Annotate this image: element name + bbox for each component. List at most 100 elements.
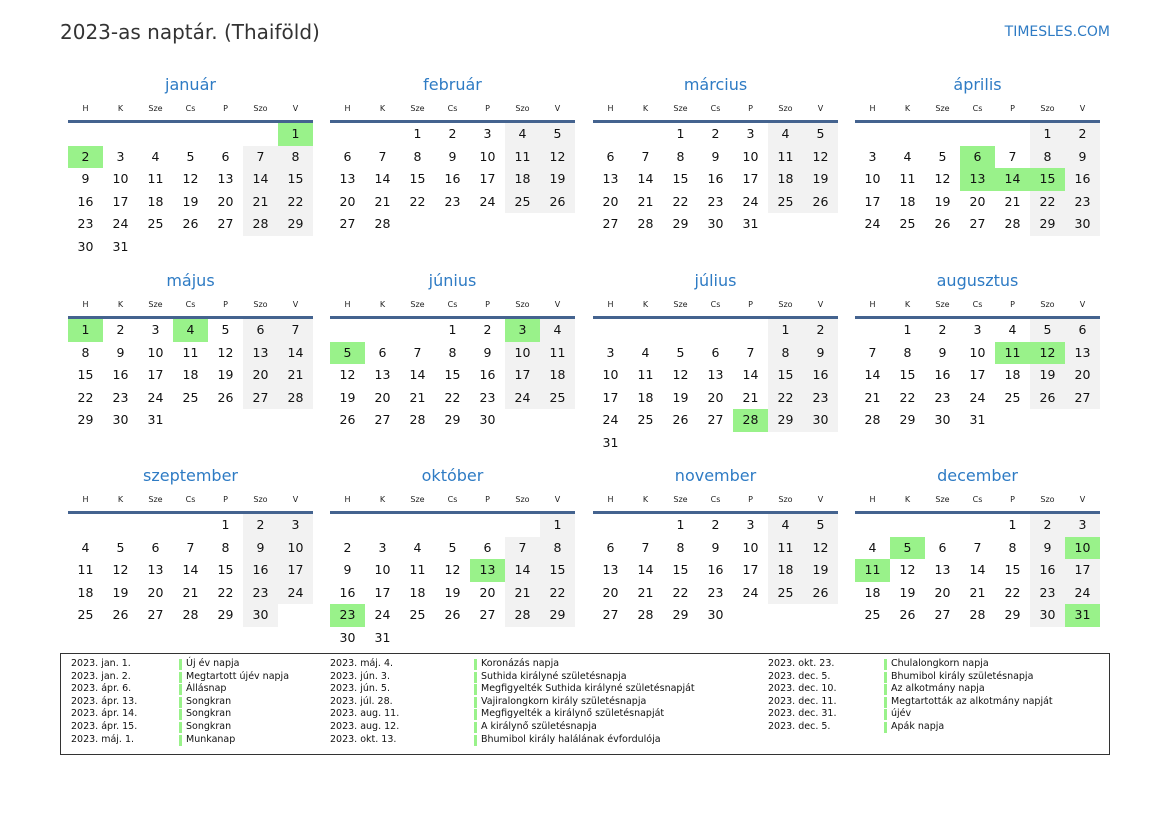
day-cell: 19: [899, 584, 916, 600]
day-cell: 27: [479, 607, 496, 622]
day-cell: 19: [217, 367, 234, 382]
day-cell: 26: [444, 607, 461, 622]
day-cell: 9: [448, 148, 457, 164]
day-cell: 24: [278, 581, 313, 604]
day-cell: 30: [479, 412, 496, 427]
legend-row: 2023. ápr. 15. Songkran: [71, 721, 471, 734]
day-cell: 11: [768, 145, 803, 168]
day-cell: 8: [278, 145, 313, 168]
day-cell: 28: [637, 216, 654, 231]
day-cell: 3: [483, 126, 492, 141]
holiday-name: Megfigyelték a királynő születésnapját: [481, 708, 665, 720]
weekday-label: Sze: [935, 300, 950, 309]
day-cell: 3: [746, 517, 755, 532]
weekday-label: V: [554, 104, 561, 113]
day-cell: 3: [868, 148, 877, 164]
day-cell: 10: [505, 341, 540, 364]
day-cell: 21: [969, 584, 986, 600]
day-cell: 27: [707, 412, 724, 427]
legend-row: 2023. júl. 28. Vajiralongkorn király szül…: [330, 696, 730, 709]
day-cell: 20: [479, 584, 496, 600]
weekday-label: Szo: [515, 300, 530, 309]
holiday-name: újév: [891, 708, 912, 720]
day-cell: 30: [1065, 213, 1100, 236]
day-cell: 23: [934, 389, 951, 405]
day-cell: 30: [112, 412, 129, 427]
day-cell: 23: [803, 386, 838, 409]
holiday-date: 2023. jún. 3.: [330, 670, 391, 682]
day-cell: 21: [182, 584, 199, 600]
day-cell: 19: [339, 389, 356, 405]
day-grid: 1 2 3 4 5 6 7 8 9 10 11 12 13 14 15 16 17 18 19 20 21 22 23 24 2…: [855, 319, 1100, 432]
weekday-label: V: [1079, 300, 1086, 309]
day-cell: 2: [483, 322, 492, 337]
day-cell: 1: [221, 517, 230, 532]
day-cell: 4: [868, 539, 877, 555]
month-name: május: [166, 271, 215, 290]
day-cell: 14: [409, 367, 426, 382]
legend-row: 2023. ápr. 13. Songkran: [71, 696, 471, 709]
day-cell: 13: [1065, 341, 1100, 364]
holiday-name: Megtartott újév napja: [186, 670, 290, 682]
legend-row: 2023. jan. 2. Megtartott újév napja: [71, 671, 471, 684]
day-cell: 28: [182, 607, 199, 622]
holiday-date: 2023. dec. 31.: [768, 708, 837, 720]
day-cell: 24: [374, 607, 391, 622]
day-cell: 14: [182, 562, 199, 577]
holiday-color-marker: [474, 721, 477, 733]
day-cell: 30: [339, 629, 356, 645]
empty-cell: [628, 319, 663, 342]
month-name: február: [423, 75, 482, 94]
day-cell: 8: [676, 148, 685, 164]
day-cell: 15: [278, 168, 313, 191]
day-cell: 17: [742, 171, 759, 186]
empty-cell: [628, 123, 663, 146]
holiday-color-marker: [179, 709, 182, 721]
day-cell: 14: [864, 367, 881, 382]
weekday-label: Sze: [935, 104, 950, 113]
day-grid: 1 2 3 4 5 6 7 8 9 10 11 12 13 14 15 16 17 18 19 20 21 22 23 24 2…: [855, 123, 1100, 236]
day-cell: 21: [637, 193, 654, 209]
month-name: október: [421, 466, 484, 485]
holiday-color-marker: [179, 659, 182, 670]
weekday-label: Cs: [185, 495, 196, 504]
empty-cell: [925, 514, 960, 537]
weekday-label: K: [379, 104, 386, 113]
day-cell: 2: [1065, 123, 1100, 146]
day-cell: 21: [374, 193, 391, 209]
empty-cell: [890, 514, 925, 537]
weekday-label: H: [869, 104, 876, 113]
month-name: december: [937, 466, 1018, 485]
day-cell: 26: [1030, 386, 1065, 409]
day-cell: 5: [803, 123, 838, 146]
day-cell: 21: [1004, 193, 1021, 209]
day-cell: 8: [221, 539, 230, 555]
day-cell: 6: [151, 539, 160, 555]
holiday-color-marker: [179, 684, 182, 696]
day-cell: 2: [803, 319, 838, 342]
day-cell: 15: [77, 367, 94, 382]
day-cell: 23: [707, 584, 724, 600]
holiday-date: 2023. dec. 11.: [768, 695, 837, 707]
weekday-label: H: [344, 104, 351, 113]
day-cell: 8: [448, 344, 457, 360]
day-cell: 18: [505, 168, 540, 191]
holiday-name: A királynő születésnapja: [481, 720, 597, 732]
day-cell: 10: [602, 367, 619, 382]
day-cell: 10: [479, 148, 496, 164]
day-cell: 9: [1065, 145, 1100, 168]
day-cell: 20: [934, 584, 951, 600]
day-cell: 14: [243, 168, 278, 191]
day-cell: 27: [339, 216, 356, 231]
holiday-date: 2023. máj. 4.: [330, 658, 394, 669]
site-link[interactable]: TIMESLES.COM: [1004, 24, 1110, 40]
holiday-color-marker: [179, 734, 182, 746]
day-cell: 16: [707, 171, 724, 186]
holiday-day: 1: [68, 319, 103, 342]
day-cell: 12: [339, 367, 356, 382]
weekday-label: P: [485, 495, 490, 504]
day-cell: 16: [1030, 559, 1065, 582]
day-cell: 22: [1030, 190, 1065, 213]
day-cell: 13: [374, 367, 391, 382]
day-cell: 16: [934, 367, 951, 382]
